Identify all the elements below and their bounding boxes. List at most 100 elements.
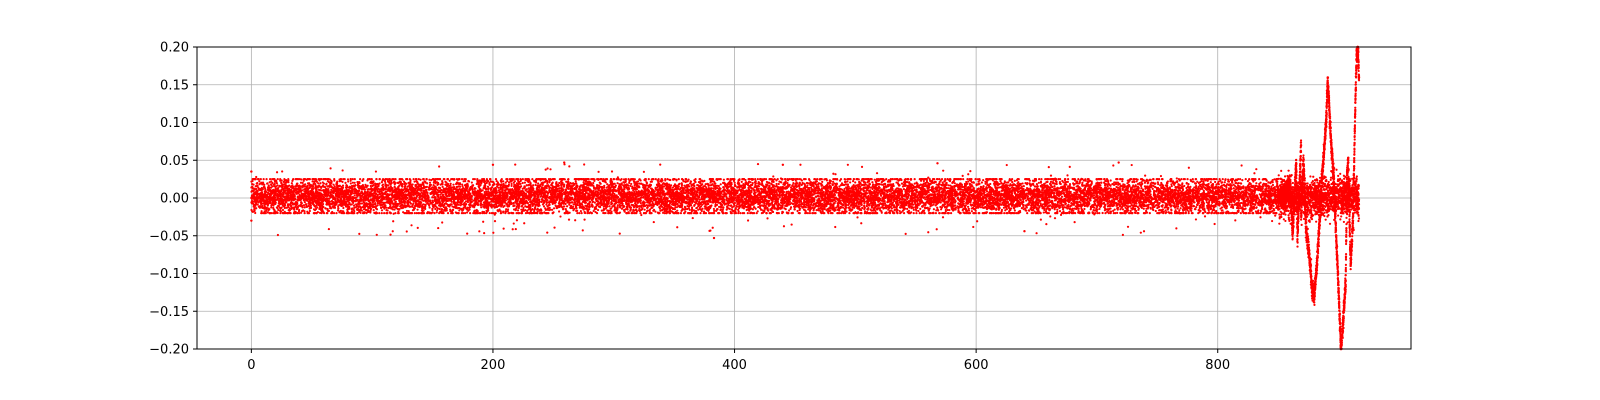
data-point <box>728 207 731 210</box>
data-point <box>1142 207 1145 210</box>
data-point <box>1090 181 1093 185</box>
data-point <box>935 228 938 231</box>
data-point <box>452 183 455 186</box>
data-point <box>281 170 284 173</box>
data-point <box>480 206 483 209</box>
data-point <box>532 184 535 187</box>
data-point <box>969 169 972 173</box>
data-point <box>463 212 467 215</box>
data-point <box>298 212 301 215</box>
data-point <box>1177 205 1180 208</box>
data-point <box>792 182 795 185</box>
data-point <box>438 208 441 211</box>
data-point <box>918 202 922 205</box>
data-point <box>514 227 517 231</box>
data-point <box>848 212 851 215</box>
data-point <box>374 170 378 173</box>
data-point <box>775 182 778 186</box>
data-point <box>901 185 905 188</box>
data-point <box>481 203 484 206</box>
data-point <box>1060 195 1064 198</box>
data-point <box>512 204 515 208</box>
data-point <box>546 167 549 170</box>
data-point <box>1019 211 1022 214</box>
data-point <box>699 212 702 215</box>
data-point <box>1040 178 1043 181</box>
data-point <box>1002 206 1006 209</box>
data-point <box>970 210 973 213</box>
series-points <box>250 45 1361 351</box>
data-point <box>629 184 632 187</box>
data-point <box>757 205 760 209</box>
data-point <box>932 208 935 211</box>
data-point <box>821 189 824 192</box>
data-point <box>341 210 344 213</box>
data-point <box>717 184 720 188</box>
data-point <box>1151 187 1154 190</box>
data-point <box>944 178 947 181</box>
data-point <box>1077 178 1080 181</box>
data-point <box>322 178 325 181</box>
data-point <box>1214 180 1217 184</box>
data-point <box>722 178 725 181</box>
data-point <box>923 212 926 215</box>
data-point <box>415 178 418 181</box>
data-point <box>854 181 857 184</box>
data-point <box>446 212 450 215</box>
data-point <box>525 184 528 187</box>
data-point <box>449 184 452 187</box>
data-point <box>312 208 316 211</box>
data-point <box>869 186 872 189</box>
data-point <box>335 212 338 215</box>
data-point <box>782 225 786 228</box>
data-point <box>860 222 863 225</box>
data-point <box>1195 184 1198 188</box>
data-point <box>1126 225 1130 228</box>
data-point <box>405 230 408 233</box>
data-point <box>821 180 824 183</box>
data-point <box>677 178 680 181</box>
data-point <box>1193 186 1196 189</box>
data-point <box>493 220 497 223</box>
data-point <box>567 218 571 221</box>
data-point <box>1209 181 1212 184</box>
data-point <box>1186 178 1189 181</box>
data-point <box>416 208 419 211</box>
data-point <box>416 226 419 229</box>
data-point <box>259 178 262 181</box>
data-point <box>392 220 395 223</box>
data-point <box>596 208 600 212</box>
data-point <box>380 212 383 215</box>
data-point <box>276 211 279 215</box>
data-point <box>1202 180 1205 183</box>
data-point <box>1187 166 1190 169</box>
data-point <box>1059 182 1062 186</box>
data-point <box>368 178 371 181</box>
data-point <box>1129 209 1132 213</box>
data-point <box>488 211 491 215</box>
data-point <box>1253 172 1256 175</box>
data-point <box>548 203 551 206</box>
data-point <box>276 178 279 181</box>
data-point <box>1203 215 1207 218</box>
data-point <box>341 180 344 183</box>
data-point <box>504 181 507 184</box>
data-point <box>1191 178 1194 181</box>
data-point <box>1215 183 1218 186</box>
data-point <box>344 181 347 184</box>
data-point <box>783 207 786 210</box>
data-point <box>790 223 793 226</box>
data-point <box>303 200 306 204</box>
data-point <box>360 202 364 205</box>
data-point <box>303 206 306 209</box>
data-point <box>1038 178 1041 181</box>
data-point <box>492 231 495 234</box>
data-point <box>333 179 336 182</box>
data-point <box>616 204 619 207</box>
data-point <box>1244 178 1247 181</box>
data-point <box>511 228 514 231</box>
data-point <box>389 233 392 236</box>
data-point <box>258 180 261 183</box>
data-point <box>946 178 949 181</box>
